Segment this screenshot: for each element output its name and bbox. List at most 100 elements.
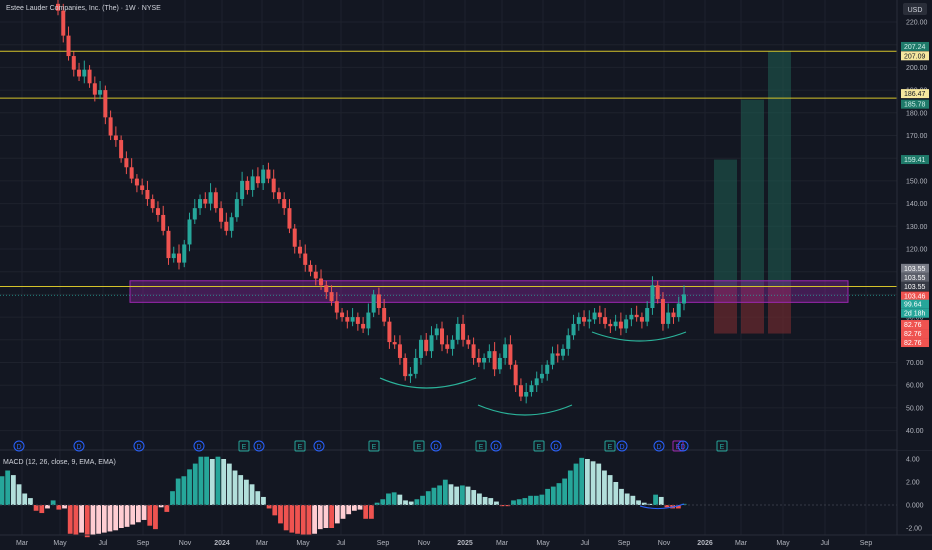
candle-body xyxy=(108,117,113,136)
candle-body xyxy=(334,301,339,313)
event-marker xyxy=(672,440,684,452)
macd-bar xyxy=(556,483,562,505)
candle-body xyxy=(176,253,181,263)
macd-bar xyxy=(607,475,613,505)
event-marker xyxy=(533,440,545,452)
macd-bar xyxy=(380,499,386,505)
macd-bar xyxy=(511,500,516,505)
macd-bar xyxy=(56,505,62,510)
macd-bar xyxy=(465,486,471,505)
price-badge xyxy=(901,89,929,99)
event-marker xyxy=(430,440,442,452)
candle-body xyxy=(171,253,176,259)
price-badge xyxy=(901,329,929,339)
candle-body xyxy=(508,344,513,365)
macd-bar xyxy=(636,500,641,505)
macd-label: MACD (12, 26, close, 9, EMA, EMA) xyxy=(3,459,116,466)
macd-bar xyxy=(334,505,340,524)
time-tick: Mar xyxy=(256,540,269,547)
price-badge xyxy=(901,263,929,273)
macd-bar xyxy=(664,505,670,508)
time-tick: Nov xyxy=(418,540,431,547)
grid xyxy=(0,0,932,535)
price-tick: 150.00 xyxy=(906,178,928,185)
macd-bar xyxy=(232,470,238,505)
event-marker-label: D xyxy=(493,444,498,451)
macd-bar xyxy=(295,505,300,534)
macd-bar xyxy=(522,498,528,505)
event-marker-label: D xyxy=(433,444,438,451)
candle-body xyxy=(166,230,171,259)
arc-left-shoulder xyxy=(379,377,477,389)
candle-body xyxy=(82,69,87,77)
candle-body xyxy=(645,308,650,322)
candle-body xyxy=(587,319,592,322)
currency-badge[interactable] xyxy=(903,3,927,15)
candle-body xyxy=(319,278,324,286)
event-marker xyxy=(616,440,628,452)
candle-body xyxy=(324,285,329,293)
candle-body xyxy=(213,192,218,209)
macd-bar xyxy=(505,505,511,507)
candle-body xyxy=(187,219,192,245)
candle-body xyxy=(487,351,492,358)
candle-body xyxy=(261,169,266,184)
macd-bar xyxy=(602,470,607,505)
macd-bar xyxy=(494,501,499,505)
macd-bar xyxy=(329,505,335,528)
macd-bar xyxy=(204,456,209,505)
macd-bar xyxy=(573,463,579,505)
candle-body xyxy=(613,321,618,327)
macd-bar xyxy=(238,475,244,505)
macd-bar xyxy=(357,505,363,510)
macd-bar xyxy=(84,505,90,538)
macd-bar xyxy=(28,498,33,505)
event-marker xyxy=(653,440,665,452)
candle-body xyxy=(203,199,208,204)
macd-bar xyxy=(181,476,187,505)
candle-body xyxy=(255,176,260,184)
macd-bar xyxy=(39,505,45,514)
stop-box xyxy=(714,286,737,334)
event-marker-label: D xyxy=(656,444,661,451)
currency-label: USD xyxy=(908,7,923,14)
candle-body xyxy=(524,392,529,397)
candle-body xyxy=(382,308,387,322)
candle-body xyxy=(224,221,229,231)
candle-body xyxy=(476,357,481,363)
candle-body xyxy=(329,292,334,302)
macd-bar xyxy=(567,470,573,505)
macd-bar xyxy=(192,463,198,505)
time-tick: Mar xyxy=(496,540,509,547)
price-badge-label: 207.09 xyxy=(904,53,926,60)
candle-body xyxy=(219,208,224,222)
event-marker xyxy=(716,440,728,452)
candle-body xyxy=(266,169,271,179)
macd-bar xyxy=(175,478,181,505)
macd-bar xyxy=(79,505,84,533)
macd-bar xyxy=(420,495,425,505)
time-tick: 2024 xyxy=(214,540,230,547)
candle-body xyxy=(603,317,608,324)
candle-body xyxy=(597,312,602,318)
price-badge-label: 103.55 xyxy=(904,275,926,282)
macd-bar xyxy=(619,488,624,505)
macd-bar xyxy=(323,505,329,528)
event-marker-label: D xyxy=(680,444,685,451)
candle-body xyxy=(582,317,587,322)
macd-bar xyxy=(442,479,448,505)
candle-body xyxy=(529,385,534,393)
price-badge-label: 103.55 xyxy=(904,266,926,273)
candle-body xyxy=(355,317,360,324)
macd-bar xyxy=(539,494,545,505)
macd-tick: 4.00 xyxy=(906,457,920,464)
candle-body xyxy=(366,312,371,329)
candle-body xyxy=(639,317,644,322)
candle-body xyxy=(387,321,392,343)
event-marker xyxy=(238,440,250,452)
macd-bar xyxy=(107,505,113,532)
time-tick: May xyxy=(296,540,310,547)
time-tick: Jul xyxy=(581,540,590,547)
candle-body xyxy=(287,208,292,229)
